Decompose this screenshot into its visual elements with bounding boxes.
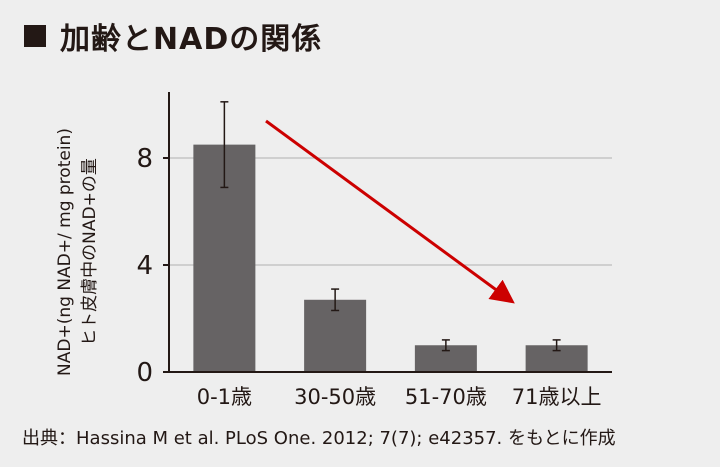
y-tick-label: 8	[136, 144, 153, 174]
y-tick-label: 0	[136, 358, 153, 388]
trend-arrow	[265, 119, 515, 304]
chart-title: 加齢とNADの関係	[24, 14, 322, 58]
bar-2	[304, 299, 367, 372]
title-text: 加齢とNADの関係	[60, 22, 323, 57]
x-tick-label: 30-50歳	[294, 385, 376, 409]
x-tick-label: 51-70歳	[405, 385, 487, 409]
title-square-icon	[24, 25, 46, 47]
source-citation: 出典：Hassina M et al. PLoS One. 2012; 7(7)…	[22, 428, 616, 449]
y-tick-label: 4	[136, 251, 153, 281]
y-axis-label-line2: ヒト皮膚中のNAD+の量	[80, 158, 100, 346]
x-tick-label: 71歳以上	[512, 385, 602, 409]
x-tick-label: 0-1歳	[197, 385, 252, 409]
y-axis-label-line1: NAD+(ng NAD+/ mg protein)	[55, 128, 75, 376]
